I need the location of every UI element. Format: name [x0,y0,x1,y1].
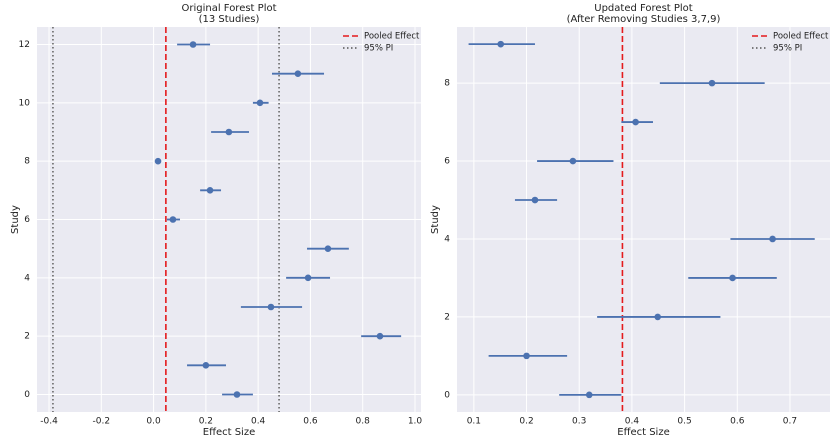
effect-point [294,70,302,77]
x-tick-label: 0.6 [730,417,745,427]
x-tick-label: 0.5 [677,417,691,427]
y-tick-label: 10 [19,98,31,108]
y-tick-label: 6 [24,215,30,225]
x-axis-label: Effect Size [617,427,670,438]
x-tick-label: 0.4 [251,417,266,427]
legend-label: Pooled Effect [773,32,829,42]
chart-title: (After Removing Studies 3,7,9) [567,14,721,25]
effect-point [708,79,716,87]
y-axis-label: Study [430,205,441,234]
x-tick-label: 0.2 [199,417,213,427]
y-tick-label: 0 [444,390,450,400]
y-tick-label: 2 [444,312,450,322]
x-tick-label: 1.0 [408,417,423,427]
x-tick-label: -0.4 [40,417,58,427]
effect-point [324,245,332,252]
effect-point [523,352,530,360]
legend-label: Pooled Effect [364,32,420,42]
effect-point [376,332,384,340]
y-tick-label: 4 [24,273,30,283]
effect-point [569,157,577,165]
y-tick-label: 8 [444,79,450,89]
x-tick-label: 0.2 [519,417,533,427]
effect-point [304,274,312,282]
y-tick-label: 0 [24,390,30,400]
x-axis-label: Effect Size [203,427,256,438]
y-tick-label: 2 [24,332,30,342]
effect-point [654,313,662,321]
y-tick-label: 8 [24,157,30,167]
x-tick-label: 0.8 [356,417,371,427]
y-axis-label: Study [10,205,21,234]
y-tick-label: 6 [444,157,450,167]
x-tick-label: 0.0 [146,417,161,427]
x-tick-label: 0.6 [303,417,318,427]
x-tick-label: 0.3 [572,417,586,427]
effect-point [729,274,736,282]
effect-point [202,362,210,369]
effect-point [497,40,505,48]
x-tick-label: -0.2 [93,417,111,427]
effect-point [169,216,177,223]
x-tick-label: 0.7 [783,417,797,427]
effect-point [769,235,776,243]
effect-point [233,391,241,398]
legend-label: 95% PI [773,44,802,54]
x-tick-label: 0.1 [467,417,481,427]
effect-point [267,303,275,311]
effect-point [206,187,214,194]
plot-area [457,27,830,412]
effect-point [154,157,162,165]
chart-title: Updated Forest Plot [594,3,693,14]
chart-title: Original Forest Plot [181,3,276,14]
x-tick-label: 0.4 [625,417,640,427]
effect-point [585,391,593,399]
legend-label: 95% PI [364,44,393,54]
effect-point [256,99,264,107]
effect-point [189,41,197,48]
effect-point [531,196,539,204]
y-tick-label: 4 [444,234,450,244]
chart-title: (13 Studies) [199,14,260,25]
y-tick-label: 12 [19,40,30,50]
effect-point [225,128,233,136]
effect-point [632,118,639,126]
